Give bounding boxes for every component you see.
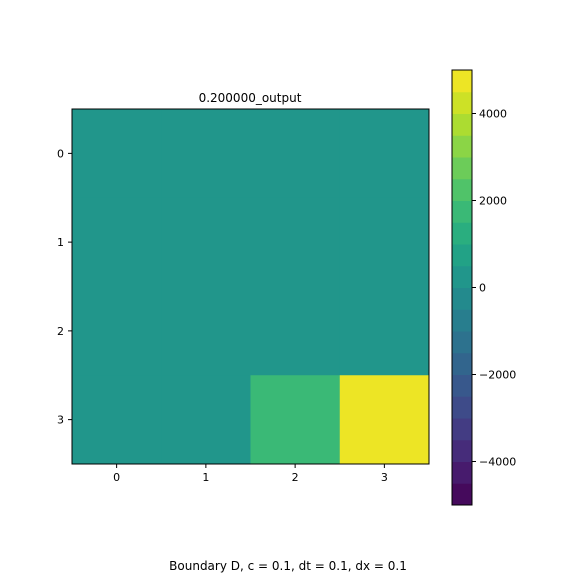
heatmap-cell — [250, 375, 341, 465]
colorbar-band — [452, 374, 472, 397]
heatmap-cell — [161, 109, 251, 199]
y-tick-label: 0 — [57, 147, 64, 160]
y-tick-label: 2 — [57, 325, 64, 338]
heatmap-cell — [72, 286, 162, 376]
y-axis: 0 1 2 3 — [57, 147, 72, 427]
heatmap-cell — [161, 286, 251, 376]
colorbar-band — [452, 113, 472, 136]
colorbar-tick-label: 0 — [479, 282, 486, 295]
x-tick-label: 1 — [202, 471, 209, 484]
x-tick-label: 2 — [292, 471, 299, 484]
y-tick-label: 3 — [57, 414, 64, 427]
heatmap-cell — [161, 197, 251, 287]
colorbar-band — [452, 352, 472, 375]
colorbar-band — [452, 418, 472, 441]
colorbar-band — [452, 461, 472, 484]
heatmap-cells — [72, 109, 430, 465]
x-tick-label: 0 — [113, 471, 120, 484]
colorbar-tick-label: −2000 — [479, 369, 516, 382]
colorbar-tick-label: 4000 — [479, 108, 507, 121]
heatmap-cell — [161, 375, 251, 465]
x-axis: 0 1 2 3 — [113, 464, 388, 484]
heatmap-cell — [339, 109, 430, 199]
colorbar-band — [452, 200, 472, 223]
colorbar-band — [452, 309, 472, 332]
colorbar-band — [452, 244, 472, 267]
colorbar-band — [452, 135, 472, 158]
colorbar-band — [452, 483, 472, 506]
heatmap-cell — [339, 286, 430, 376]
heatmap-cell — [250, 286, 341, 376]
colorbar-axis: 4000 2000 0 −2000 −4000 — [472, 108, 516, 469]
colorbar-band — [452, 439, 472, 462]
colorbar-band — [452, 331, 472, 354]
chart-title: 0.200000_output — [199, 91, 302, 105]
colorbar-band — [452, 287, 472, 310]
colorbar-tick-label: 2000 — [479, 195, 507, 208]
figure-caption: Boundary D, c = 0.1, dt = 0.1, dx = 0.1 — [169, 559, 407, 573]
colorbar-band — [452, 70, 472, 93]
heatmap-cell — [339, 375, 430, 465]
colorbar-band — [452, 91, 472, 114]
x-tick-label: 3 — [381, 471, 388, 484]
heatmap-cell — [250, 197, 341, 287]
colorbar-tick-label: −4000 — [479, 456, 516, 469]
heatmap-cell — [72, 375, 162, 465]
y-tick-label: 1 — [57, 236, 64, 249]
colorbar-band — [452, 178, 472, 201]
heatmap-cell — [72, 197, 162, 287]
colorbar-band — [452, 157, 472, 180]
heatmap-cell — [339, 197, 430, 287]
heatmap-cell — [250, 109, 341, 199]
plot-frame — [71, 108, 430, 465]
colorbar — [452, 70, 472, 506]
colorbar-band — [452, 222, 472, 245]
heatmap-cell — [72, 109, 162, 199]
colorbar-band — [452, 396, 472, 419]
colorbar-band — [452, 265, 472, 288]
